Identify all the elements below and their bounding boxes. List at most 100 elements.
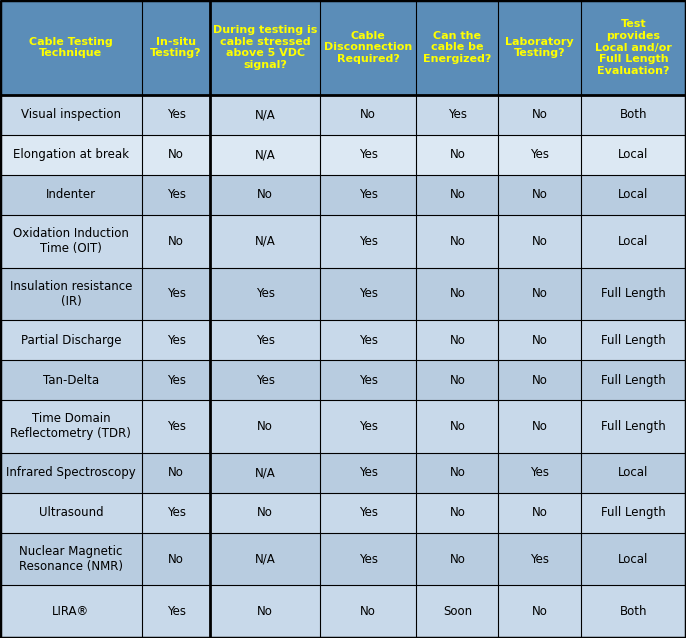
Text: No: No [532, 334, 547, 346]
Text: No: No [257, 507, 273, 519]
Bar [416, 400, 499, 453]
Bar [499, 135, 581, 175]
Text: Local: Local [618, 188, 648, 202]
Bar [142, 215, 211, 267]
Text: No: No [449, 149, 465, 161]
Text: Ultrasound: Ultrasound [38, 507, 103, 519]
Text: Yes: Yes [359, 287, 378, 300]
Text: Yes: Yes [359, 149, 378, 161]
Bar [211, 0, 320, 95]
Bar [211, 95, 320, 135]
Bar [416, 533, 499, 586]
Bar [416, 135, 499, 175]
Text: Yes: Yes [167, 188, 186, 202]
Bar [142, 586, 211, 638]
Text: No: No [449, 466, 465, 479]
Text: Both: Both [619, 108, 647, 121]
Bar [581, 215, 686, 267]
Text: Yes: Yes [359, 553, 378, 565]
Bar [320, 95, 416, 135]
Text: Local: Local [618, 466, 648, 479]
Bar [0, 493, 142, 533]
Text: No: No [360, 108, 376, 121]
Text: Cable
Disconnection
Required?: Cable Disconnection Required? [324, 31, 412, 64]
Bar [499, 267, 581, 320]
Bar [499, 400, 581, 453]
Bar [581, 533, 686, 586]
Text: Oxidation Induction
Time (OIT): Oxidation Induction Time (OIT) [13, 227, 129, 255]
Text: Indenter: Indenter [46, 188, 96, 202]
Bar [416, 0, 499, 95]
Text: Laboratory
Testing?: Laboratory Testing? [506, 37, 574, 58]
Text: No: No [257, 420, 273, 433]
Text: Yes: Yes [167, 507, 186, 519]
Bar [320, 360, 416, 400]
Bar [581, 175, 686, 215]
Bar [211, 360, 320, 400]
Text: Yes: Yes [530, 466, 549, 479]
Bar [142, 400, 211, 453]
Text: Nuclear Magnetic
Resonance (NMR): Nuclear Magnetic Resonance (NMR) [19, 545, 123, 573]
Text: No: No [449, 507, 465, 519]
Bar [499, 533, 581, 586]
Bar [142, 360, 211, 400]
Text: Yes: Yes [359, 466, 378, 479]
Text: Yes: Yes [256, 287, 275, 300]
Bar [211, 215, 320, 267]
Bar [211, 175, 320, 215]
Text: No: No [168, 553, 184, 565]
Bar [142, 453, 211, 493]
Text: Partial Discharge: Partial Discharge [21, 334, 121, 346]
Text: Yes: Yes [448, 108, 467, 121]
Text: Both: Both [619, 605, 647, 618]
Bar [416, 95, 499, 135]
Text: No: No [168, 235, 184, 248]
Text: No: No [257, 605, 273, 618]
Bar [142, 267, 211, 320]
Bar [416, 175, 499, 215]
Bar [499, 453, 581, 493]
Bar [211, 267, 320, 320]
Bar [581, 493, 686, 533]
Bar [581, 135, 686, 175]
Text: N/A: N/A [255, 553, 276, 565]
Text: No: No [360, 605, 376, 618]
Text: Time Domain
Reflectometry (TDR): Time Domain Reflectometry (TDR) [10, 413, 131, 440]
Text: No: No [532, 420, 547, 433]
Bar [142, 0, 211, 95]
Bar [499, 493, 581, 533]
Bar [581, 95, 686, 135]
Bar [581, 360, 686, 400]
Text: Yes: Yes [359, 420, 378, 433]
Text: No: No [532, 374, 547, 387]
Text: No: No [532, 507, 547, 519]
Text: No: No [449, 420, 465, 433]
Bar [499, 0, 581, 95]
Text: Yes: Yes [359, 507, 378, 519]
Bar [0, 267, 142, 320]
Bar [320, 267, 416, 320]
Text: Full Length: Full Length [601, 334, 666, 346]
Text: N/A: N/A [255, 466, 276, 479]
Bar [320, 533, 416, 586]
Text: Yes: Yes [359, 334, 378, 346]
Bar [211, 586, 320, 638]
Bar [581, 453, 686, 493]
Text: Yes: Yes [530, 149, 549, 161]
Bar [320, 586, 416, 638]
Text: During testing is
cable stressed
above 5 VDC
signal?: During testing is cable stressed above 5… [213, 25, 318, 70]
Bar [0, 586, 142, 638]
Bar [499, 360, 581, 400]
Text: No: No [532, 605, 547, 618]
Bar [320, 135, 416, 175]
Text: N/A: N/A [255, 149, 276, 161]
Text: LIRA®: LIRA® [52, 605, 89, 618]
Text: Infrared Spectroscopy: Infrared Spectroscopy [6, 466, 136, 479]
Bar [581, 267, 686, 320]
Bar [0, 95, 142, 135]
Text: No: No [449, 553, 465, 565]
Bar [211, 493, 320, 533]
Bar [142, 135, 211, 175]
Text: Local: Local [618, 235, 648, 248]
Bar [416, 493, 499, 533]
